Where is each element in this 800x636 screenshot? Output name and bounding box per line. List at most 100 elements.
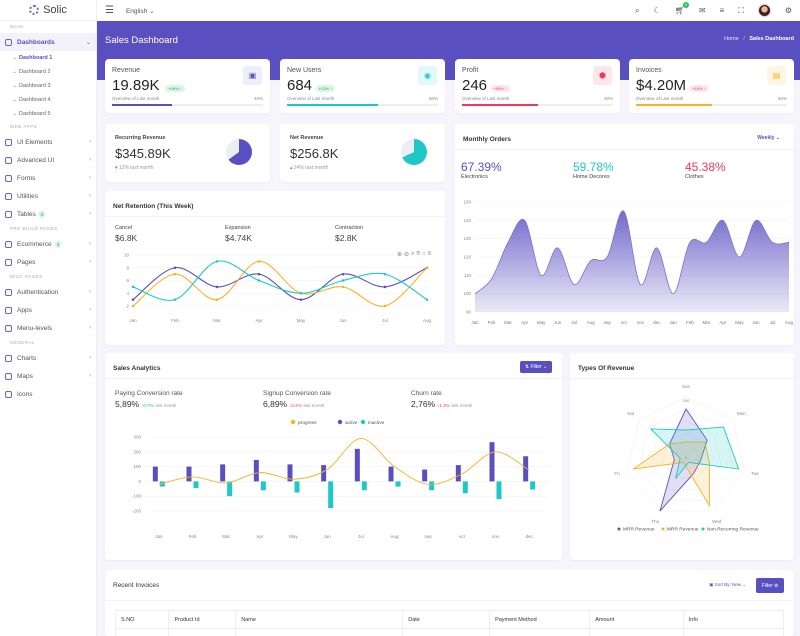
bar-inactive: [462, 481, 468, 494]
breadcrumb-separator: /: [743, 36, 745, 42]
settings-icon[interactable]: ⚙: [784, 6, 792, 15]
series-line: [474, 210, 790, 295]
y-tick-label: 300: [133, 435, 141, 440]
types-of-revenue-radar-chart: Sun Mon Tue Wed Thu Fri Sat 100 0 MRR Revenue MRR …: [614, 384, 759, 532]
forms-icon: [5, 174, 12, 182]
stat-card-revenue: Revenue 19.89K +06% ↑ Overview of Last m…: [105, 59, 270, 113]
sidebar-item-ui-elements[interactable]: UI Elements ›: [0, 133, 96, 151]
chart-menu-icon[interactable]: ≡: [427, 251, 431, 257]
x-tick-label: sep: [425, 534, 433, 539]
analytics-stat: Churn rate 2,76% ↓1.3% last month: [411, 390, 472, 409]
sidebar-subitem-dashboard-4[interactable]: → Dashboard 4: [12, 97, 51, 103]
radar-grid: [627, 396, 745, 512]
stat-label: Electronics: [461, 174, 488, 180]
app-name: Solic: [43, 4, 67, 16]
x-tick-label: nov: [637, 320, 645, 325]
mail-icon[interactable]: ✉: [698, 6, 706, 15]
sidebar-item-pages[interactable]: Pages ›: [0, 253, 96, 271]
sidebar-subitem-label: Dashboard 4: [19, 97, 51, 103]
sidebar-item-forms[interactable]: Forms ›: [0, 169, 96, 187]
column-header-product-id[interactable]: Product Id: [168, 610, 237, 629]
language-select[interactable]: English ⌄: [125, 7, 155, 15]
sidebar-item-label: Charts: [17, 354, 37, 362]
y-tick-label: -200: [132, 509, 142, 514]
menu-toggle-icon[interactable]: ☰: [105, 5, 114, 16]
pie-chart: [401, 139, 427, 165]
sidebar-item-maps[interactable]: Maps ›: [0, 367, 96, 385]
sidebar-item-label: Advanced UI: [17, 156, 55, 164]
sidebar-item-dashboards[interactable]: Dashboards ⌄: [0, 33, 96, 51]
invoices-table: S.NO Product Id Name Date Payment Method…: [114, 610, 785, 636]
sidebar-item-charts[interactable]: Charts ›: [0, 349, 96, 367]
column-header-amount[interactable]: Amount: [589, 610, 684, 629]
sidebar-subitem-dashboard-3[interactable]: → Dashboard 3: [12, 83, 51, 89]
breadcrumb-home[interactable]: Home: [724, 36, 739, 42]
bar-active: [523, 456, 529, 482]
radar-grid: [638, 408, 734, 501]
fullscreen-icon[interactable]: ⛶: [738, 5, 744, 15]
cart-icon[interactable]: 🛒︎ 3: [674, 2, 689, 15]
column-header-sno[interactable]: S.NO: [114, 610, 170, 629]
calendar-icon: ▣: [709, 582, 714, 587]
column-header-payment-method[interactable]: Payment Method: [489, 610, 591, 629]
sidebar-item-authentication[interactable]: Authentication ›: [0, 283, 96, 301]
sidebar-subitem-label: Dashboard 3: [19, 83, 51, 89]
sidebar-item-menu-levels[interactable]: Menu-levels ›: [0, 319, 96, 337]
sidebar-item-utilities[interactable]: Utilities ›: [0, 187, 96, 205]
x-tick-label: Feb: [686, 320, 694, 325]
percent-label: 30%: [603, 96, 613, 101]
moon-icon[interactable]: ☾: [653, 6, 661, 15]
table-row: [114, 628, 785, 636]
percent-label: 60%: [428, 96, 438, 101]
apps-icon[interactable]: ≡: [719, 6, 725, 15]
column-header-name[interactable]: Name: [235, 610, 404, 629]
sidebar-item-apps[interactable]: Apps ›: [0, 301, 96, 319]
analytics-stat: Paying Conversion rate 5,89% ↑0.7% last m…: [115, 390, 183, 409]
stat-suffix: last month: [155, 403, 177, 408]
reset-home-icon[interactable]: ⌂: [421, 251, 426, 257]
bar-active: [422, 469, 428, 482]
sidebar-item-tables[interactable]: Tables 3 ›: [0, 205, 96, 223]
sidebar-item-ecommerce[interactable]: Ecommerce 3 ›: [0, 235, 96, 253]
data-point: [173, 266, 177, 270]
legend-label: active: [345, 420, 358, 426]
avatar[interactable]: [757, 4, 771, 17]
x-tick-label: Jul: [382, 318, 388, 323]
sidebar-item-label: Forms: [17, 174, 36, 182]
section-label: WEB APPS: [10, 124, 38, 129]
sidebar-subitem-dashboard-5[interactable]: → Dashboard 5: [12, 111, 51, 117]
sales-analytics-chart: -200 -100 0 100 200 300 Jan Feb Mar Apr May Jun Jul A…: [132, 419, 549, 539]
column-header-date[interactable]: Date: [402, 610, 491, 629]
data-point: [173, 298, 177, 301]
charts-icon: [5, 354, 12, 362]
sidebar-subitem-dashboard-2[interactable]: → Dashboard 2: [12, 69, 51, 75]
zoom-select-icon[interactable]: ⌕: [411, 251, 415, 257]
search-icon[interactable]: ⌕: [635, 5, 640, 15]
bar-active: [152, 466, 158, 482]
chevron-right-icon: ›: [89, 175, 91, 181]
monthly-orders-card: Monthly Orders Weekly ⌄ 67.39% Electronic…: [455, 124, 794, 345]
logo[interactable]: Solic: [0, 0, 96, 21]
pie-chart: [226, 139, 252, 165]
y-tick-label: 140: [463, 218, 471, 223]
authentication-icon: [5, 288, 12, 296]
breadcrumb: Home / Sales Dashboard: [724, 36, 794, 42]
sidebar-item-advanced-ui[interactable]: Advanced UI ›: [0, 151, 96, 169]
filter-button[interactable]: Filter ⊜: [756, 578, 784, 593]
period-dropdown[interactable]: Weekly ⌄: [757, 135, 780, 141]
sidebar-subitem-dashboard-1[interactable]: → Dashboard 1: [12, 55, 53, 61]
column-header-info[interactable]: Info: [682, 610, 785, 629]
progress-line: [158, 438, 530, 485]
pan-icon[interactable]: ✋︎: [416, 251, 420, 257]
y-tick-label: 200: [133, 449, 141, 454]
y-tick-label: 100: [463, 291, 471, 296]
down-arrow-icon: ▾: [115, 165, 118, 171]
progress-bar: [287, 104, 438, 106]
x-tick-label: Aug: [785, 320, 794, 325]
filter-button[interactable]: ⇅ Filter ⌄: [520, 361, 552, 373]
file-icon: ▤: [767, 66, 786, 85]
sort-dropdown[interactable]: ▣ Sort By: New ⌄: [709, 582, 746, 588]
bar-inactive: [429, 481, 435, 491]
bar-inactive: [395, 481, 401, 487]
sidebar-item-icons[interactable]: Icons: [0, 385, 96, 403]
